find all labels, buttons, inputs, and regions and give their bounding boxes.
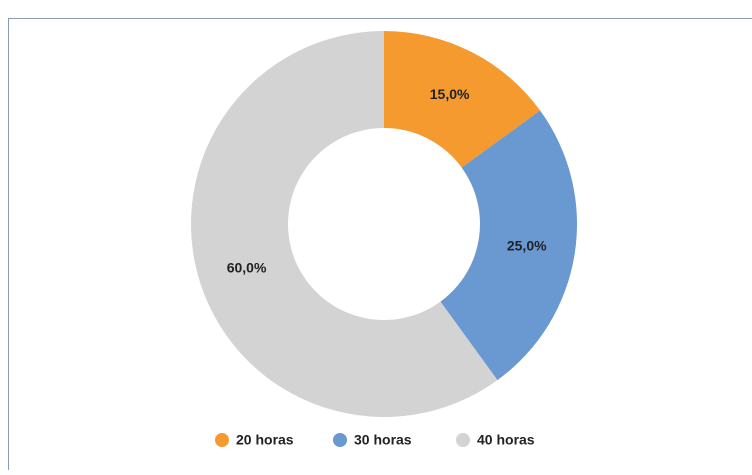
legend-swatch xyxy=(456,433,470,447)
data-label: 15,0% xyxy=(430,86,470,102)
data-label: 25,0% xyxy=(507,237,547,253)
legend-label: 30 horas xyxy=(354,432,412,448)
legend-swatch xyxy=(333,433,347,447)
data-label: 60,0% xyxy=(227,259,267,275)
legend-swatch xyxy=(215,433,229,447)
legend-label: 40 horas xyxy=(477,432,535,448)
legend-label: 20 horas xyxy=(236,432,294,448)
